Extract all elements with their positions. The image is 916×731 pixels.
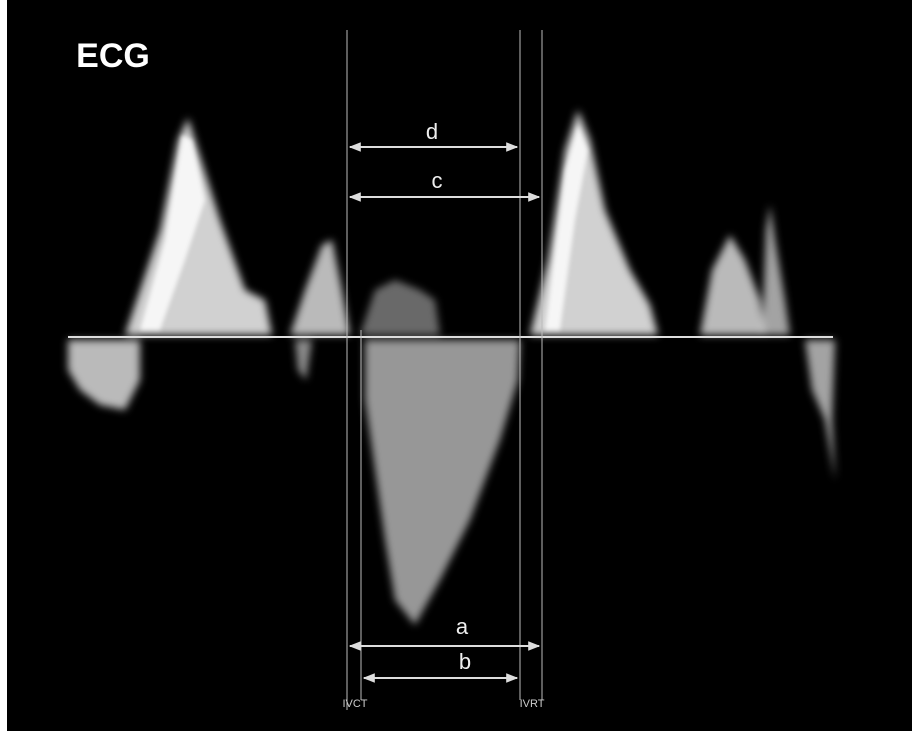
interval-label: c: [432, 168, 443, 193]
interval-label: d: [426, 119, 438, 144]
page: ECG d c a b IVCT IVRT (() => { const dat…: [0, 0, 916, 731]
title: ECG: [76, 37, 150, 75]
marker-label: IVCT: [342, 698, 367, 710]
marker-label: IVRT: [520, 698, 545, 710]
interval-label: a: [456, 614, 469, 639]
doppler-image: ECG d c a b IVCT IVRT: [0, 0, 916, 731]
interval-label: b: [459, 649, 471, 674]
